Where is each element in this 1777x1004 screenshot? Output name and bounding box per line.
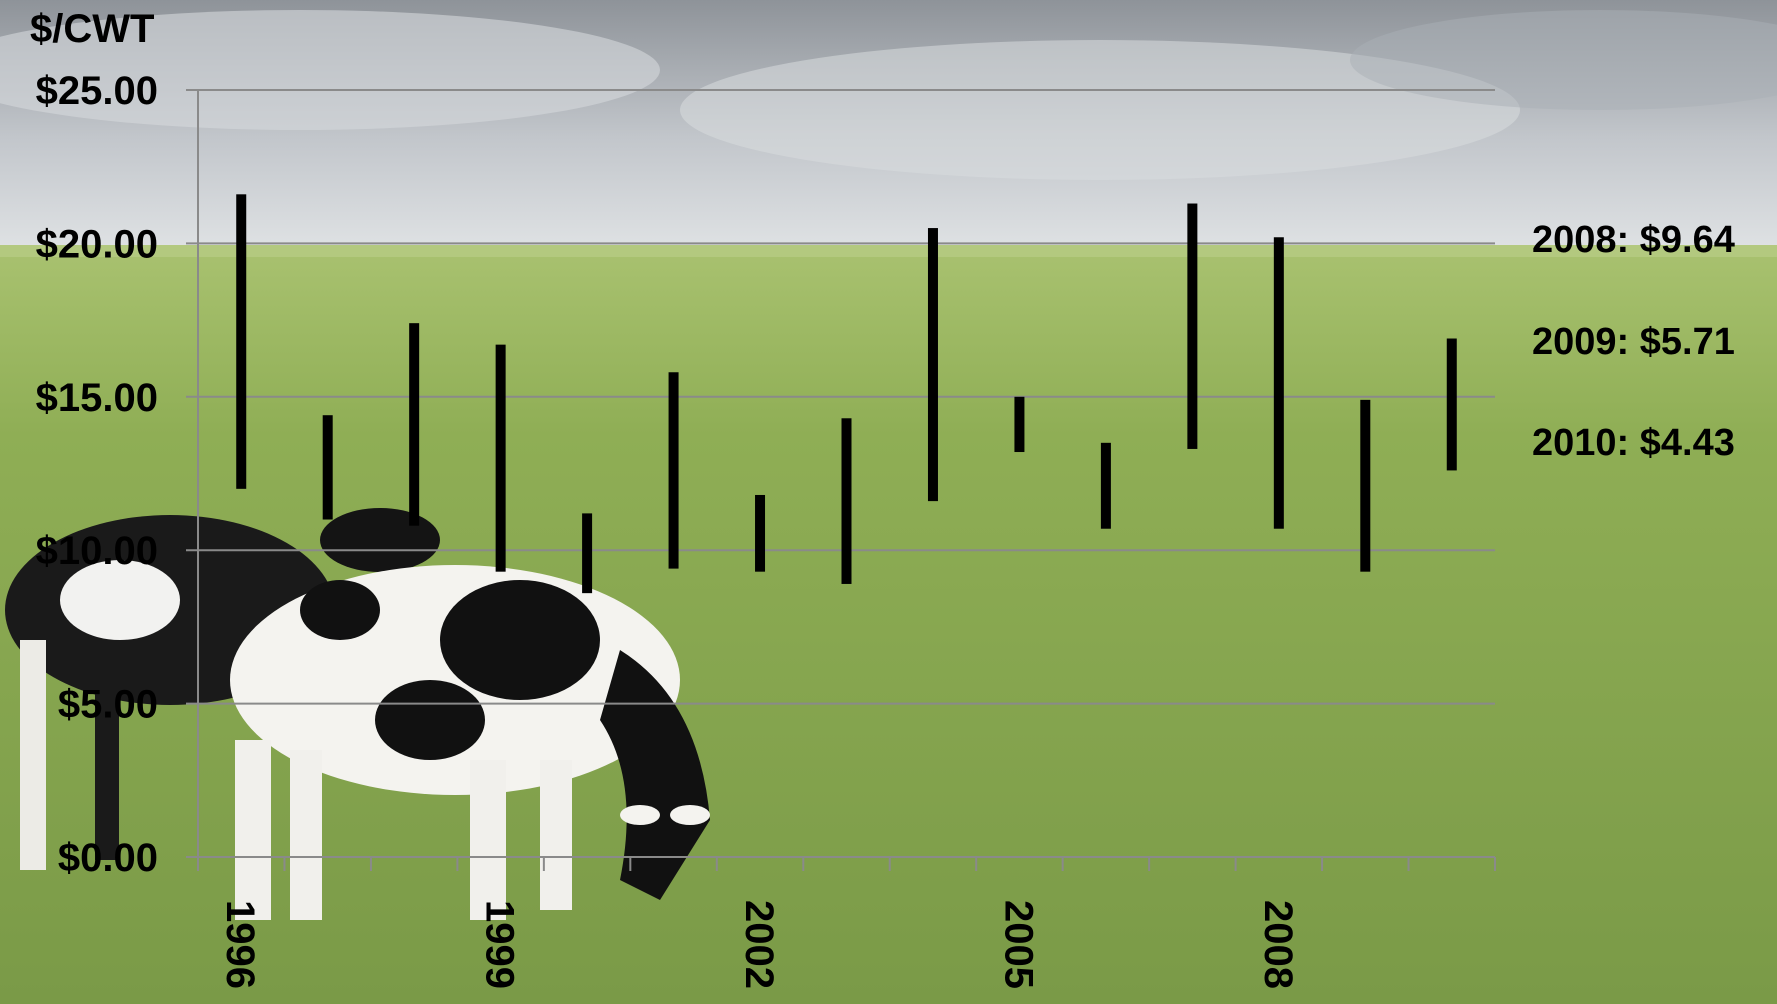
x-axis-labels: 1996 1999 2002 2005 2008 bbox=[218, 900, 1300, 989]
range-bar bbox=[755, 494, 766, 572]
range-bar bbox=[1100, 442, 1111, 529]
annotation-label: 2009: $5.71 bbox=[1532, 321, 1735, 363]
y-tick-label: $10.00 bbox=[36, 529, 158, 573]
y-axis-labels: $0.00 $5.00 $10.00 $15.00 $20.00 $25.00 bbox=[36, 69, 158, 880]
range-bar bbox=[1014, 396, 1025, 453]
range-bar bbox=[1273, 237, 1284, 529]
x-tick-label: 1996 bbox=[218, 900, 262, 989]
range-bar bbox=[409, 323, 420, 526]
range-bar bbox=[927, 228, 938, 502]
annotation-label: 2010: $4.43 bbox=[1532, 422, 1735, 464]
range-bar bbox=[668, 372, 679, 569]
y-tick-label: $25.00 bbox=[36, 69, 158, 113]
range-bar bbox=[1446, 338, 1457, 471]
y-tick-label: $20.00 bbox=[36, 222, 158, 266]
annotations: 2008: $9.64 2009: $5.71 2010: $4.43 bbox=[1532, 219, 1735, 464]
x-tick-label: 2005 bbox=[996, 900, 1040, 989]
x-tick-label: 2002 bbox=[737, 900, 781, 989]
x-tick-label: 1999 bbox=[478, 900, 522, 989]
range-bar bbox=[841, 418, 852, 584]
gridlines bbox=[186, 89, 1495, 705]
y-unit-label: $/CWT bbox=[30, 7, 154, 51]
axes bbox=[186, 90, 1496, 871]
range-bar bbox=[1360, 399, 1371, 572]
range-bars bbox=[236, 194, 1457, 594]
range-bar bbox=[582, 513, 593, 594]
x-tick-label: 2008 bbox=[1256, 900, 1300, 989]
range-bar bbox=[1187, 203, 1198, 449]
y-tick-label: $15.00 bbox=[36, 376, 158, 420]
range-bar bbox=[322, 415, 333, 520]
range-bar bbox=[236, 194, 247, 489]
y-tick-label: $0.00 bbox=[58, 836, 158, 880]
range-bar bbox=[495, 344, 506, 572]
y-tick-label: $5.00 bbox=[58, 683, 158, 727]
annotation-label: 2008: $9.64 bbox=[1532, 219, 1735, 261]
